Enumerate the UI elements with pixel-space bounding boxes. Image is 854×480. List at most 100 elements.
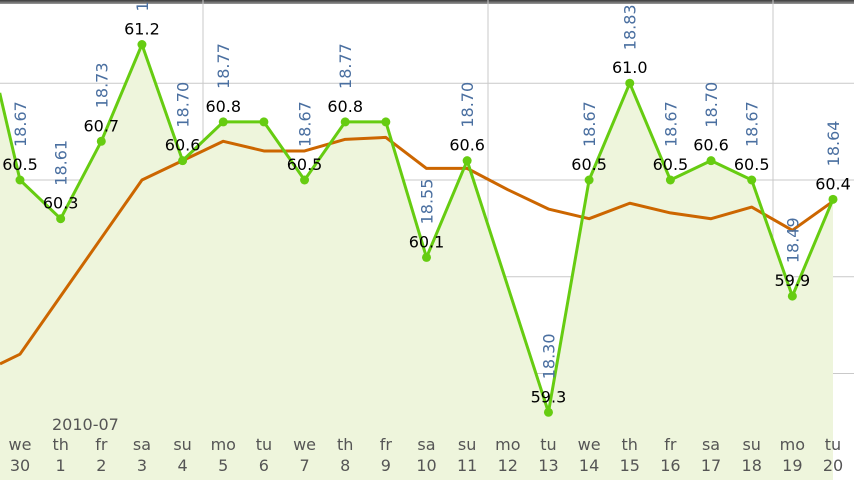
weight-value-label: 60.6 — [165, 136, 201, 155]
weight-value-label: 60.6 — [449, 136, 485, 155]
bmi-value-label: 18.83 — [621, 4, 640, 50]
weight-point — [665, 175, 675, 185]
weight-point — [584, 175, 594, 185]
x-tick-weekday: sa — [133, 435, 151, 454]
x-tick-weekday: mo — [780, 435, 805, 454]
x-tick-day: 4 — [178, 456, 188, 475]
x-tick-weekday: sa — [702, 435, 720, 454]
weight-value-label: 61.0 — [612, 58, 648, 77]
weight-point — [178, 156, 188, 166]
weight-value-label: 60.5 — [287, 155, 323, 174]
bmi-value-label: 18.55 — [418, 179, 437, 225]
bmi-value-label: 18.67 — [580, 101, 599, 147]
x-tick-day: 18 — [742, 456, 762, 475]
x-tick-day: 5 — [218, 456, 228, 475]
weight-point — [300, 175, 310, 185]
top-shadow-bar — [0, 0, 854, 4]
x-tick-day: 2 — [96, 456, 106, 475]
x-tick-day: 6 — [259, 456, 269, 475]
x-tick-weekday: tu — [256, 435, 272, 454]
weight-point — [381, 117, 391, 127]
x-tick-day: 19 — [782, 456, 802, 475]
bmi-value-label: 18.77 — [214, 43, 233, 89]
weight-point — [706, 156, 716, 166]
x-tick-day: 10 — [416, 456, 436, 475]
x-tick-day: 1 — [56, 456, 66, 475]
weight-point — [543, 407, 553, 417]
weight-point — [56, 214, 66, 224]
x-tick-weekday: we — [578, 435, 601, 454]
weight-point — [96, 136, 106, 146]
bmi-value-label: 18.70 — [174, 82, 193, 128]
bmi-value-label: 18.49 — [783, 217, 802, 263]
x-tick-day: 16 — [660, 456, 680, 475]
x-tick-weekday: th — [622, 435, 638, 454]
weight-value-label: 60.7 — [83, 116, 119, 135]
weight-point — [462, 156, 472, 166]
weight-value-label: 61.2 — [124, 20, 160, 39]
bmi-value-label: 18.30 — [539, 333, 558, 379]
x-tick-weekday: th — [52, 435, 68, 454]
x-tick-weekday: we — [293, 435, 316, 454]
weight-value-label: 60.8 — [205, 97, 241, 116]
x-tick-weekday: su — [173, 435, 191, 454]
x-tick-day: 8 — [340, 456, 350, 475]
x-tick-weekday: tu — [540, 435, 556, 454]
weight-value-label: 60.5 — [2, 155, 38, 174]
weight-point — [828, 194, 838, 204]
weight-value-label: 60.1 — [409, 232, 445, 251]
month-label: 2010-07 — [52, 415, 119, 434]
bmi-value-label: 18.67 — [11, 101, 30, 147]
x-tick-weekday: fr — [95, 435, 108, 454]
bmi-value-label: 18.73 — [92, 62, 111, 108]
weight-point — [137, 40, 147, 50]
weight-value-label: 60.5 — [653, 155, 689, 174]
x-tick-weekday: we — [9, 435, 32, 454]
bmi-value-label: 18.67 — [296, 101, 315, 147]
x-tick-day: 11 — [457, 456, 477, 475]
bmi-value-label: 18.67 — [661, 101, 680, 147]
bmi-value-label: 18.89 — [133, 0, 152, 12]
x-tick-weekday: su — [458, 435, 476, 454]
weight-point — [15, 175, 25, 185]
bmi-value-label: 18.67 — [743, 101, 762, 147]
x-tick-day: 20 — [823, 456, 843, 475]
x-tick-day: 3 — [137, 456, 147, 475]
x-tick-weekday: th — [337, 435, 353, 454]
weight-value-label: 59.3 — [531, 387, 567, 406]
weight-value-label: 60.8 — [327, 97, 363, 116]
bmi-value-label: 18.70 — [458, 82, 477, 128]
x-tick-day: 12 — [498, 456, 518, 475]
x-tick-weekday: su — [742, 435, 760, 454]
weight-point — [259, 117, 269, 127]
bmi-value-label: 18.64 — [824, 121, 843, 167]
bmi-value-label: 18.77 — [336, 43, 355, 89]
x-tick-day: 14 — [579, 456, 599, 475]
weight-point — [787, 291, 797, 301]
x-tick-weekday: fr — [664, 435, 677, 454]
bmi-value-label: 18.70 — [702, 82, 721, 128]
x-tick-day: 13 — [538, 456, 558, 475]
x-tick-day: 17 — [701, 456, 721, 475]
x-tick-day: 30 — [10, 456, 30, 475]
weight-point — [422, 252, 431, 262]
x-tick-weekday: tu — [825, 435, 841, 454]
weight-area-fill — [0, 44, 833, 480]
weight-value-label: 60.5 — [571, 155, 607, 174]
x-tick-day: 9 — [381, 456, 391, 475]
x-tick-weekday: mo — [211, 435, 236, 454]
bmi-value-label: 18.61 — [52, 140, 71, 186]
weight-point — [340, 117, 350, 127]
x-tick-weekday: fr — [380, 435, 393, 454]
x-tick-day: 15 — [620, 456, 640, 475]
weight-value-label: 59.9 — [775, 271, 811, 290]
weight-point — [625, 78, 635, 88]
x-tick-day: 7 — [299, 456, 309, 475]
x-tick-weekday: mo — [495, 435, 520, 454]
weight-point — [747, 175, 757, 185]
weight-value-label: 60.6 — [693, 136, 729, 155]
x-tick-weekday: sa — [417, 435, 435, 454]
weight-value-label: 60.4 — [815, 174, 851, 193]
weight-value-label: 60.3 — [43, 194, 79, 213]
